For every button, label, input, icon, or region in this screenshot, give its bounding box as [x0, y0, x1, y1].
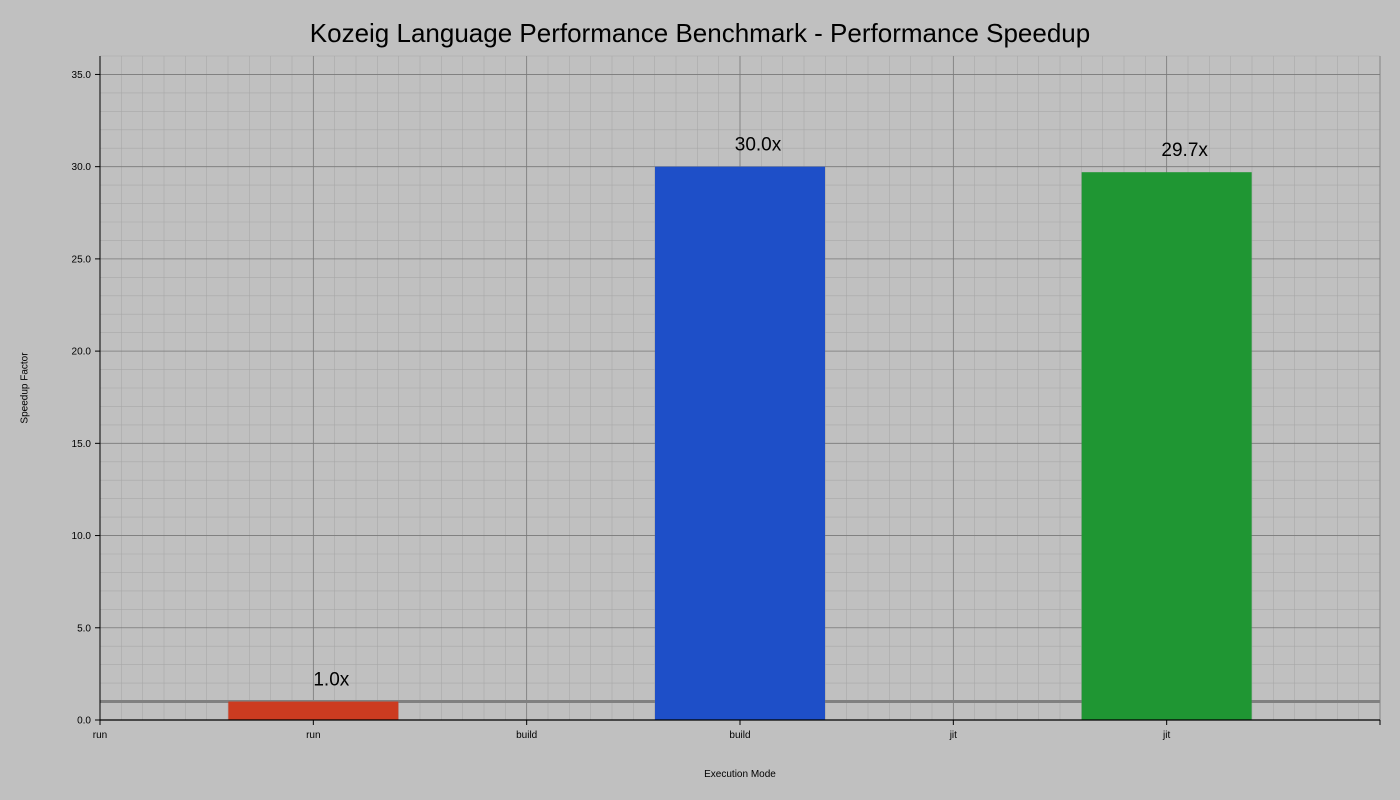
- bar-labels: 1.0x 30.0x 29.7x: [313, 135, 1208, 691]
- bar-value-label-jit: 29.7x: [1161, 140, 1208, 161]
- y-ticks: 0.0 5.0 10.0 15.0 20.0 25.0 30.0 35.0: [72, 70, 100, 727]
- x-tick-label: build: [516, 730, 537, 741]
- x-axis-label: Execution Mode: [704, 769, 776, 780]
- y-tick-label: 0.0: [77, 716, 91, 727]
- x-tick-label: run: [93, 730, 107, 741]
- x-tick-label: jit: [1162, 730, 1170, 741]
- y-tick-label: 25.0: [72, 254, 92, 265]
- x-tick-label: jit: [949, 730, 957, 741]
- y-tick-label: 5.0: [77, 623, 91, 634]
- x-tick-label: build: [729, 730, 750, 741]
- bar-jit: [1081, 172, 1252, 720]
- y-tick-label: 15.0: [72, 439, 92, 450]
- y-tick-label: 35.0: [72, 70, 92, 81]
- y-tick-label: 10.0: [72, 531, 92, 542]
- bar-value-label-run: 1.0x: [313, 670, 349, 691]
- y-tick-label: 20.0: [72, 347, 92, 358]
- x-ticks: run run build build jit jit: [93, 720, 1381, 741]
- bar-build: [655, 166, 825, 720]
- chart-title: Kozeig Language Performance Benchmark - …: [309, 18, 1091, 48]
- bars: [228, 166, 1252, 720]
- y-tick-label: 30.0: [72, 162, 92, 173]
- x-tick-label: run: [306, 730, 320, 741]
- bar-value-label-build: 30.0x: [735, 135, 782, 156]
- bar-run: [228, 701, 399, 720]
